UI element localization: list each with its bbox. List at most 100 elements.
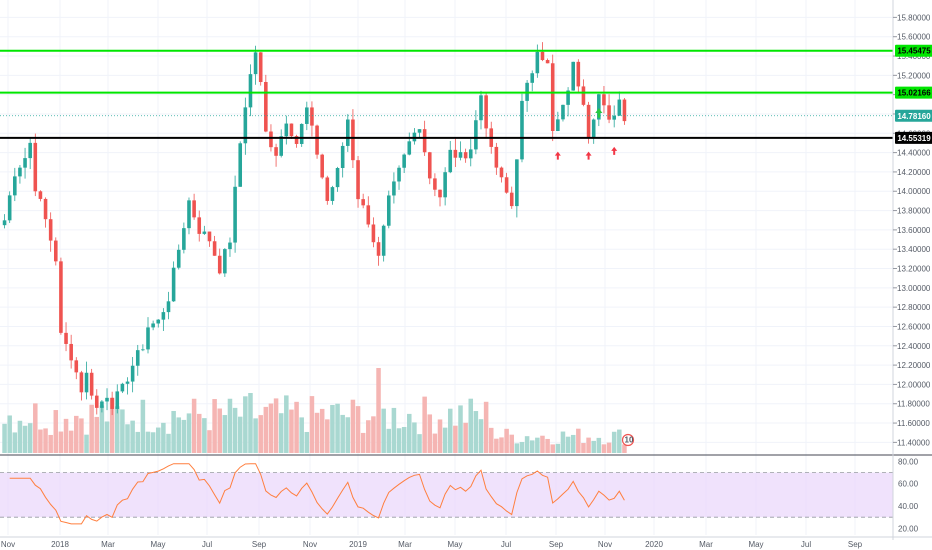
candle-body: [571, 61, 576, 91]
candle-body: [386, 195, 391, 226]
candle-body: [79, 372, 84, 393]
time-tick-label: 2018: [51, 540, 69, 549]
candle-body: [100, 401, 104, 408]
price-tick-label: 13.40000: [897, 245, 931, 254]
candle-body: [161, 312, 166, 320]
volume-bar: [468, 398, 474, 453]
candle-body: [335, 168, 340, 188]
up-arrow-icon: [554, 151, 561, 160]
candle-body: [166, 301, 171, 313]
price-tick-label: 13.60000: [897, 226, 931, 235]
candle-body: [212, 241, 217, 256]
volume-bar: [442, 427, 448, 453]
volume-bar: [217, 408, 222, 453]
volume-bar: [509, 434, 514, 453]
candle-body: [13, 176, 17, 196]
volume-bar: [232, 407, 238, 453]
candle-body: [438, 189, 442, 198]
volume-indicator-icon: [621, 433, 635, 447]
price-tick-label: 12.40000: [897, 342, 931, 351]
candle-body: [427, 152, 432, 179]
rsi-series: [9, 463, 625, 525]
candle-body: [366, 205, 371, 225]
volume-bar: [135, 431, 141, 453]
candle-body: [499, 167, 504, 178]
candle-body: [207, 231, 212, 242]
candle-body: [417, 129, 422, 133]
volume-bar: [284, 395, 289, 453]
candle-body: [433, 178, 437, 190]
time-tick-label: Sep: [252, 540, 267, 549]
volume-bar: [191, 398, 197, 453]
volume-bar: [79, 418, 84, 453]
price-tick-label: 11.60000: [897, 419, 930, 428]
candle-body: [18, 167, 22, 177]
volume-bar: [494, 438, 499, 453]
time-tick-label: Mar: [101, 540, 115, 549]
volume-bar: [458, 405, 463, 453]
candle-body: [622, 99, 627, 122]
volume-bar: [171, 410, 176, 453]
candle-body: [346, 119, 350, 146]
candle-body: [223, 249, 227, 274]
volume-bar: [161, 422, 166, 453]
price-tick-label: 14.40000: [897, 149, 931, 158]
candle-body: [248, 74, 253, 108]
volume-bar: [386, 428, 392, 453]
volume-bar: [227, 398, 233, 453]
volume-bar: [581, 443, 586, 453]
volume-bar: [417, 434, 422, 453]
candle-body: [561, 104, 565, 120]
candle-body: [402, 154, 406, 168]
volume-bar: [447, 408, 453, 453]
volume-bar: [478, 419, 484, 453]
volume-bar: [376, 368, 381, 453]
candle-body: [443, 172, 447, 198]
volume-bar: [355, 406, 361, 453]
candle-body: [484, 95, 488, 129]
volume-bar: [576, 428, 581, 453]
volume-bar: [427, 414, 433, 453]
candle-body: [238, 143, 243, 187]
volume-bar: [319, 408, 325, 453]
candle-body: [94, 395, 99, 408]
candle-body: [422, 129, 427, 153]
candle-body: [535, 51, 540, 74]
time-tick-label: Nov: [1, 540, 15, 549]
candle-body: [356, 160, 360, 200]
price-tick-label: 15.60000: [897, 33, 931, 42]
volume-bar: [33, 403, 38, 453]
green-arrow-icon: [595, 108, 603, 118]
candle-body: [69, 343, 73, 361]
time-tick-label: May: [748, 540, 763, 549]
volume-bar: [570, 434, 576, 453]
volume-bar: [43, 428, 48, 453]
volume-bar: [186, 413, 192, 453]
time-tick-label: 2019: [349, 540, 367, 549]
time-tick-label: Sep: [549, 540, 564, 549]
volume-bar: [258, 415, 263, 453]
candle-body: [182, 228, 186, 250]
horizontal-levels[interactable]: [0, 49, 893, 139]
volume-bar: [524, 436, 530, 453]
volume-bar: [176, 417, 182, 453]
volume-bar: [432, 433, 438, 453]
price-badge-label: 14.78160: [897, 112, 931, 121]
candle-body: [38, 191, 43, 199]
volume-bars: [2, 368, 627, 453]
candle-body: [74, 360, 79, 373]
price-tick-label: 12.00000: [897, 380, 931, 389]
volume-bar: [145, 431, 151, 453]
price-tick-label: 14.20000: [897, 168, 931, 177]
volume-bar: [12, 432, 18, 453]
candle-body: [520, 100, 524, 160]
candle-body: [407, 141, 412, 155]
volume-bar: [529, 440, 535, 453]
candle-body: [566, 90, 570, 105]
candle-body: [617, 99, 622, 116]
volume-bar: [617, 429, 622, 453]
volume-bar: [7, 415, 12, 453]
candle-body: [468, 149, 473, 159]
